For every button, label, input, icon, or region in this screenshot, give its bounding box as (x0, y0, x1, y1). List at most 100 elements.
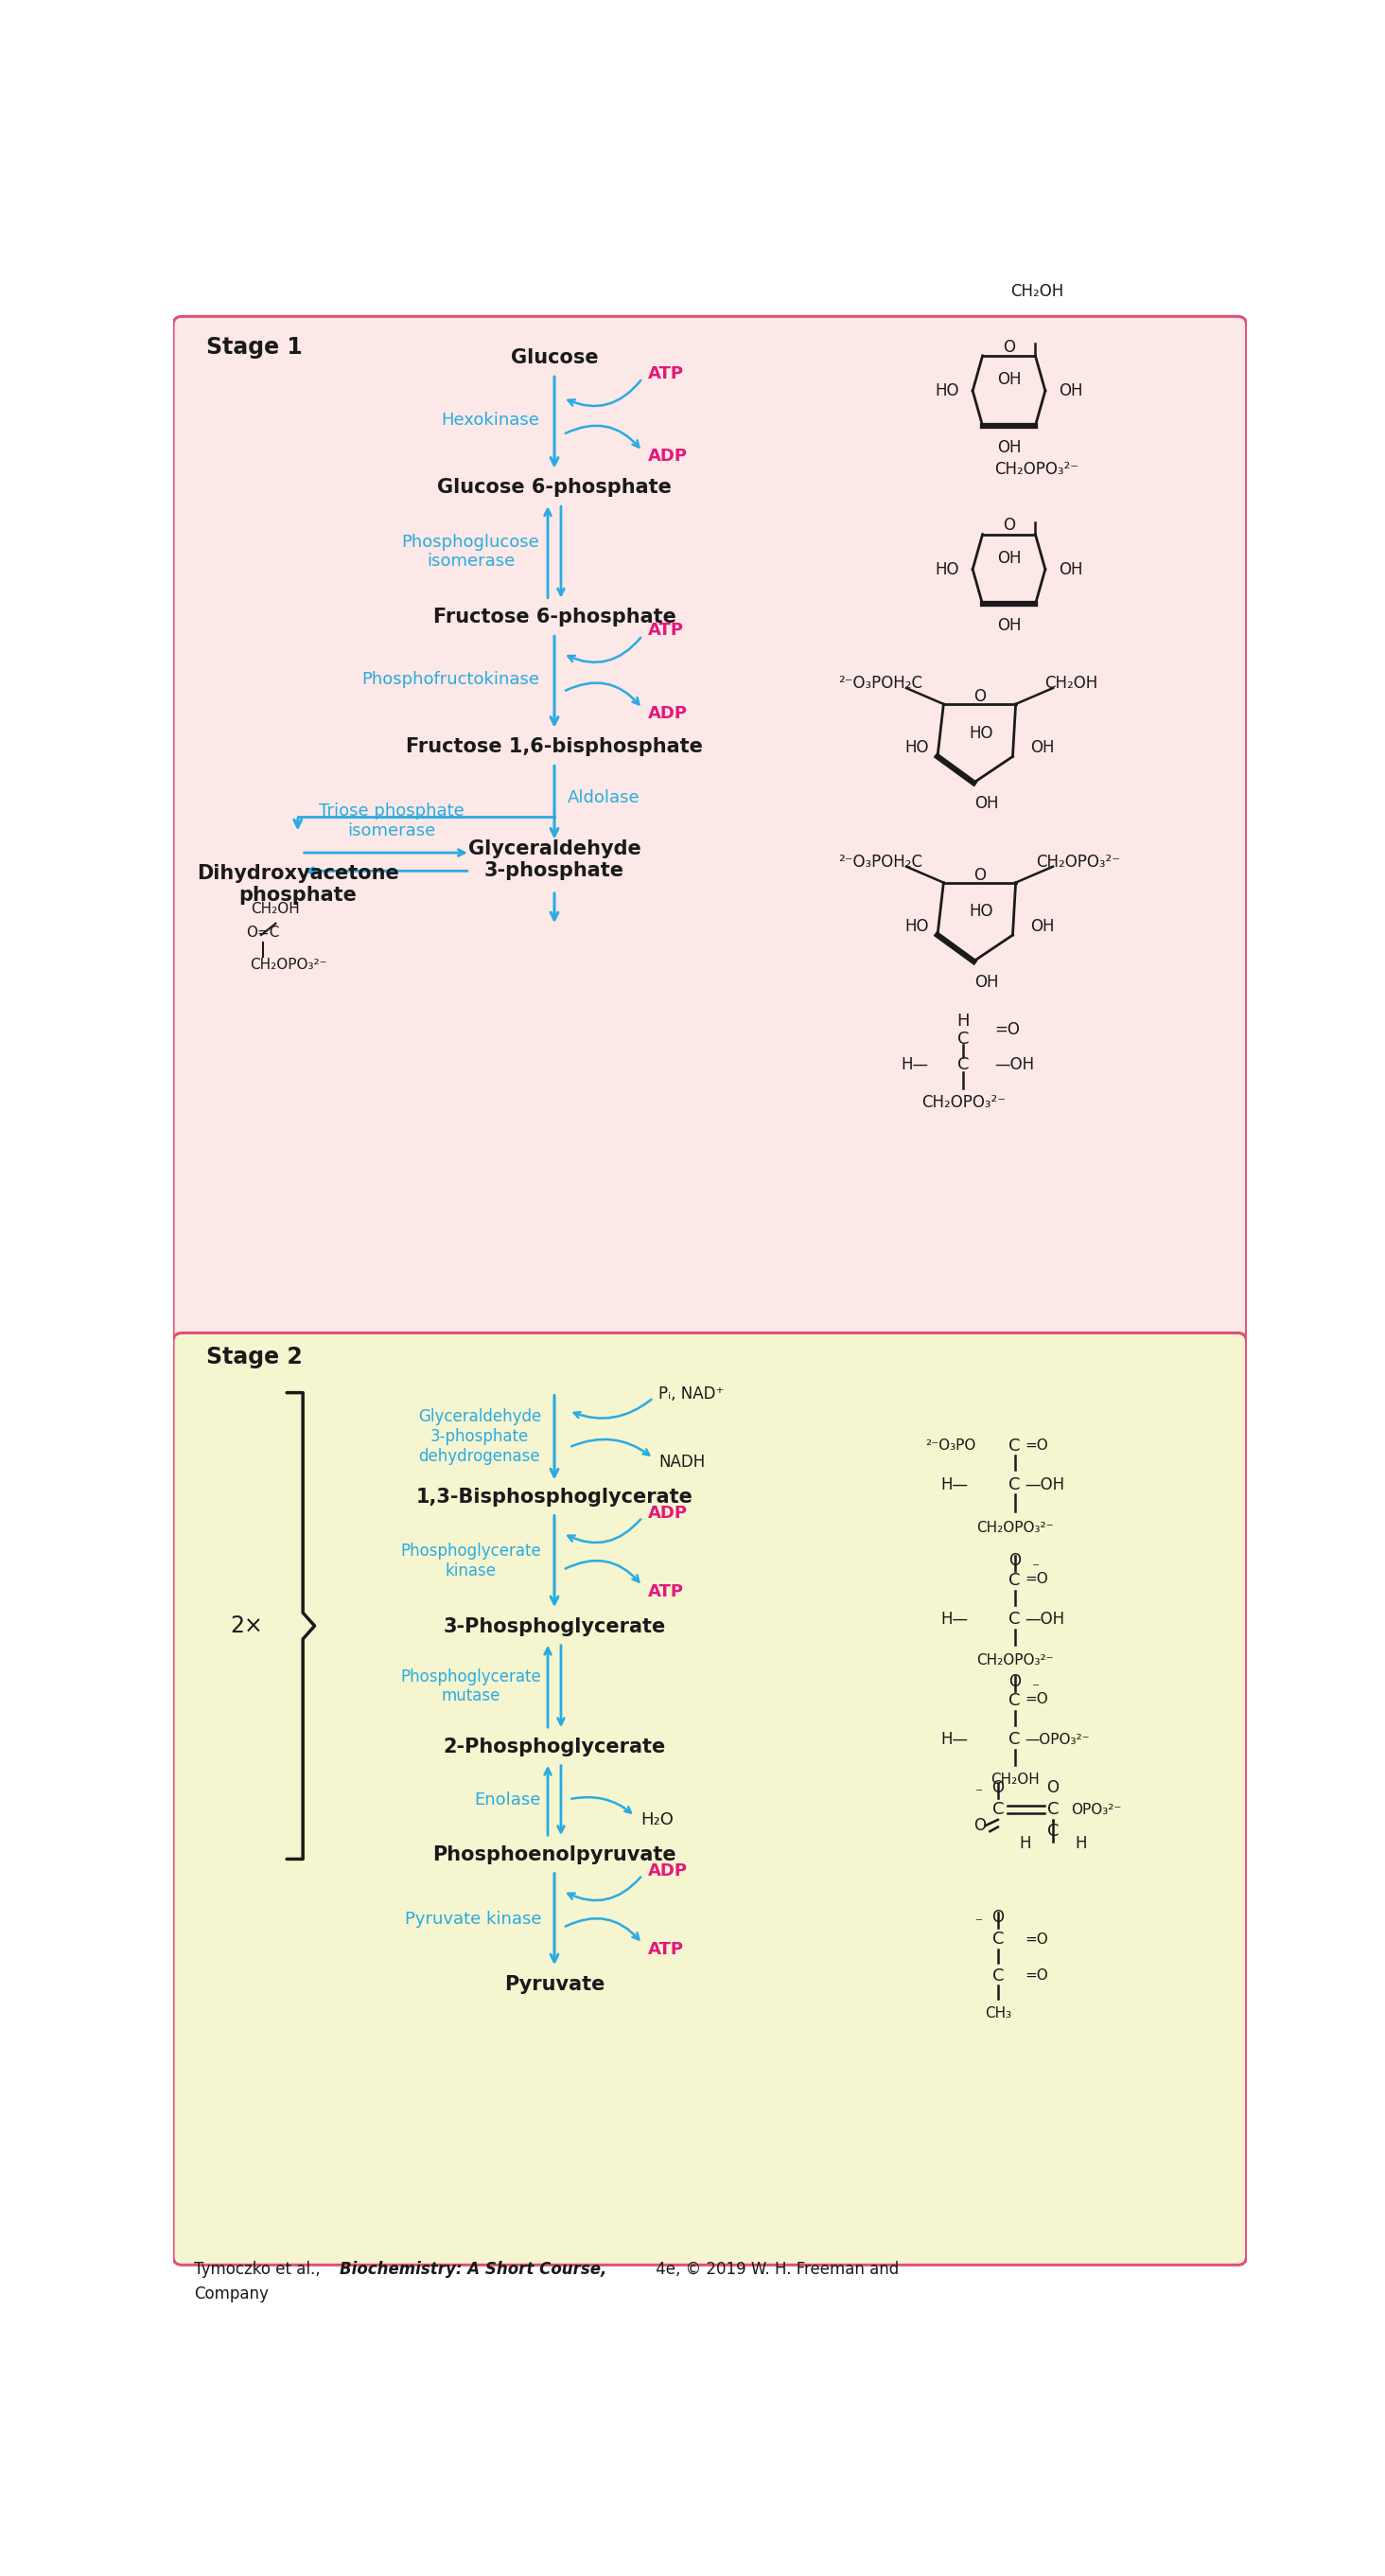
Text: Tymoczko et al.,: Tymoczko et al., (194, 2262, 325, 2277)
Text: HO: HO (904, 739, 928, 757)
Text: ATP: ATP (648, 621, 684, 639)
Text: O: O (1003, 518, 1015, 533)
Text: H—: H— (940, 1476, 968, 1494)
Text: Triose phosphate
isomerase: Triose phosphate isomerase (319, 804, 464, 840)
Text: O: O (1047, 1780, 1060, 1795)
Text: CH₂OH: CH₂OH (251, 902, 301, 917)
Text: —OPO₃²⁻: —OPO₃²⁻ (1025, 1734, 1090, 1747)
Text: ADP: ADP (648, 1504, 688, 1522)
Text: C: C (1047, 1824, 1060, 1839)
Text: O: O (974, 1816, 986, 1834)
Text: OH: OH (997, 438, 1021, 456)
Text: CH₂OH: CH₂OH (1044, 675, 1098, 693)
Text: CH₂OPO₃²⁻: CH₂OPO₃²⁻ (251, 958, 327, 971)
Text: C: C (1047, 1801, 1060, 1819)
Text: O: O (974, 688, 986, 706)
Text: O: O (1008, 1553, 1021, 1569)
Text: H—: H— (900, 1056, 928, 1074)
Text: 3-Phosphoglycerate: 3-Phosphoglycerate (443, 1618, 666, 1636)
Text: O=C: O=C (247, 925, 280, 940)
Text: HO: HO (969, 904, 993, 920)
Text: C: C (1008, 1571, 1021, 1589)
Text: HO: HO (935, 381, 960, 399)
Text: ADP: ADP (648, 1862, 688, 1880)
Text: Stage 1: Stage 1 (206, 335, 302, 358)
Text: Hexokinase: Hexokinase (442, 412, 540, 428)
Text: CH₂OH: CH₂OH (1010, 283, 1064, 299)
Text: C: C (1008, 1692, 1021, 1710)
Text: C: C (957, 1030, 969, 1048)
Text: =O: =O (1025, 1968, 1048, 1984)
Text: C: C (1008, 1476, 1021, 1494)
Text: OPO₃²⁻: OPO₃²⁻ (1071, 1803, 1122, 1816)
Text: CH₂OPO₃²⁻: CH₂OPO₃²⁻ (994, 461, 1079, 479)
Text: CH₂OH: CH₂OH (990, 1772, 1039, 1788)
Text: HO: HO (969, 724, 993, 742)
Text: H: H (1075, 1834, 1087, 1852)
Text: C: C (992, 1801, 1004, 1819)
Text: ATP: ATP (648, 1940, 684, 1958)
Text: ⁻: ⁻ (975, 1914, 983, 1929)
Text: Aldolase: Aldolase (568, 791, 640, 806)
Text: =O: =O (994, 1020, 1019, 1038)
Text: =O: =O (1025, 1440, 1048, 1453)
Text: =O: =O (1025, 1571, 1048, 1587)
Text: H: H (957, 1012, 969, 1030)
Text: =O: =O (1025, 1932, 1048, 1947)
Text: OH: OH (975, 974, 999, 992)
Text: Glucose: Glucose (511, 348, 598, 368)
Text: 2×: 2× (230, 1615, 263, 1638)
Text: —OH: —OH (994, 1056, 1035, 1074)
Text: C: C (1008, 1610, 1021, 1628)
Text: OH: OH (1058, 381, 1083, 399)
Text: Stage 2: Stage 2 (206, 1345, 302, 1368)
Text: H—: H— (940, 1731, 968, 1749)
Text: CH₃: CH₃ (985, 2007, 1011, 2020)
Text: OH: OH (997, 371, 1021, 389)
Text: Phosphoenolpyruvate: Phosphoenolpyruvate (432, 1844, 676, 1865)
Text: 2-Phosphoglycerate: 2-Phosphoglycerate (443, 1736, 666, 1757)
Text: OH: OH (975, 796, 999, 811)
Text: O: O (992, 1909, 1004, 1927)
Text: OH: OH (1030, 917, 1055, 935)
FancyBboxPatch shape (173, 317, 1246, 1342)
Text: OH: OH (1030, 739, 1055, 757)
Text: O: O (974, 866, 986, 884)
Text: C: C (957, 1056, 969, 1074)
Text: CH₂OPO₃²⁻: CH₂OPO₃²⁻ (976, 1522, 1054, 1535)
Text: CH₂OPO₃²⁻: CH₂OPO₃²⁻ (1036, 853, 1120, 871)
Text: HO: HO (935, 562, 960, 577)
Text: =O: =O (1025, 1692, 1048, 1705)
Text: Company: Company (194, 2285, 269, 2303)
Text: —OH: —OH (1025, 1610, 1065, 1628)
Text: NADH: NADH (658, 1453, 705, 1471)
Text: Pᵢ, NAD⁺: Pᵢ, NAD⁺ (658, 1386, 724, 1404)
Text: ⁻: ⁻ (1032, 1561, 1040, 1574)
Text: ADP: ADP (648, 448, 688, 464)
Text: ⁻: ⁻ (975, 1785, 983, 1801)
Text: —OH: —OH (1025, 1476, 1065, 1494)
Text: Enolase: Enolase (475, 1790, 542, 1808)
Text: C: C (992, 1968, 1004, 1984)
Text: O: O (992, 1780, 1004, 1795)
Text: Phosphoglycerate
kinase: Phosphoglycerate kinase (400, 1543, 542, 1579)
Text: ²⁻O₃POH₂C: ²⁻O₃POH₂C (838, 853, 922, 871)
Text: ²⁻O₃POH₂C: ²⁻O₃POH₂C (838, 675, 922, 693)
Text: Phosphoglucose
isomerase: Phosphoglucose isomerase (402, 533, 540, 569)
Text: ATP: ATP (648, 1584, 684, 1600)
Text: CH₂OPO₃²⁻: CH₂OPO₃²⁻ (976, 1654, 1054, 1667)
Text: Pyruvate: Pyruvate (504, 1976, 605, 1994)
Text: Biochemistry: A Short Course,: Biochemistry: A Short Course, (339, 2262, 607, 2277)
Text: ATP: ATP (648, 366, 684, 381)
Text: Pyruvate kinase: Pyruvate kinase (404, 1911, 542, 1927)
Text: C: C (1008, 1437, 1021, 1455)
Text: Fructose 1,6-bisphosphate: Fructose 1,6-bisphosphate (406, 737, 702, 757)
Text: H₂O: H₂O (641, 1811, 674, 1829)
Text: OH: OH (1058, 562, 1083, 577)
Text: Phosphofructokinase: Phosphofructokinase (361, 670, 540, 688)
Text: 4e, © 2019 W. H. Freeman and: 4e, © 2019 W. H. Freeman and (651, 2262, 899, 2277)
Text: C: C (992, 1929, 1004, 1947)
Text: OH: OH (997, 549, 1021, 567)
Text: CH₂OPO₃²⁻: CH₂OPO₃²⁻ (921, 1095, 1006, 1110)
Text: HO: HO (904, 917, 928, 935)
